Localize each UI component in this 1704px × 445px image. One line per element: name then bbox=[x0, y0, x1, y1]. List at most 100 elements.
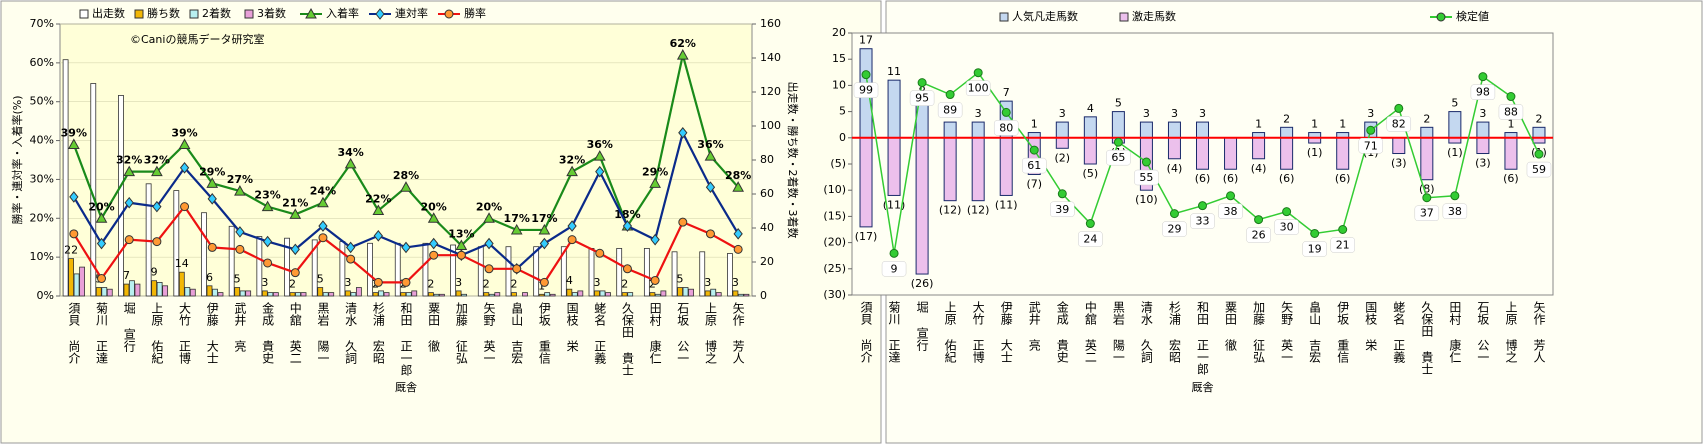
y-tick-label: 20% bbox=[30, 211, 54, 224]
bar bbox=[405, 292, 412, 297]
bar bbox=[488, 293, 495, 297]
label-box bbox=[1526, 161, 1552, 178]
marker bbox=[1141, 157, 1151, 167]
bar bbox=[621, 292, 628, 297]
marker bbox=[290, 243, 300, 256]
x-tick-label: 須貝 尚介 bbox=[67, 302, 81, 364]
x-tick-label: 田村 康仁 bbox=[648, 302, 662, 364]
y2-tick-label: 40 bbox=[760, 221, 774, 234]
bar bbox=[1224, 137, 1238, 170]
bar bbox=[450, 244, 457, 297]
bar bbox=[428, 292, 434, 297]
x-tick-label: 清水 久詞 bbox=[1139, 301, 1153, 363]
x-tick-label: 武井 亮 bbox=[233, 302, 247, 352]
x-tick-label: 久保田 貴士 bbox=[620, 302, 634, 376]
y-tick-label: 10% bbox=[30, 250, 54, 263]
line-label: 29% bbox=[642, 165, 668, 178]
line-label: 34% bbox=[337, 146, 363, 159]
line-label: 89 bbox=[943, 104, 957, 117]
marker bbox=[207, 242, 217, 252]
x-tick-label: 矢野 英一 bbox=[482, 302, 496, 364]
bar-label: 3 bbox=[344, 276, 351, 289]
line-label: 95 bbox=[915, 92, 929, 105]
bar bbox=[228, 225, 235, 297]
marker bbox=[1001, 107, 1011, 117]
marker bbox=[401, 277, 411, 287]
marker bbox=[151, 165, 163, 177]
marker bbox=[484, 237, 494, 250]
label-box bbox=[1470, 84, 1496, 100]
x-tick-label: 上原 博之 bbox=[1504, 301, 1518, 363]
x-tick-label: 矢作 芳人 bbox=[731, 302, 745, 364]
bar-label: 7 bbox=[1003, 86, 1010, 99]
x-tick-label: 杉浦 宏昭 bbox=[371, 302, 385, 364]
bar bbox=[1055, 137, 1069, 149]
x-axis-title: 厩舎 bbox=[395, 381, 417, 394]
label-box bbox=[1442, 203, 1468, 220]
bar bbox=[483, 292, 490, 297]
bar-label: (6) bbox=[1335, 172, 1351, 185]
x-tick-label: 金成 貴史 bbox=[261, 301, 275, 364]
bar bbox=[322, 292, 329, 297]
bar bbox=[1504, 137, 1518, 170]
marker bbox=[124, 235, 134, 245]
bar bbox=[566, 288, 573, 297]
line-label: 39% bbox=[171, 126, 197, 139]
bar-label: 1 bbox=[1339, 118, 1346, 131]
line-label: 17% bbox=[531, 212, 557, 225]
x-tick-label: 上原 博之 bbox=[703, 302, 717, 364]
marker bbox=[538, 223, 551, 235]
y-tick-label: 15 bbox=[832, 52, 846, 65]
y-tick-label: 5 bbox=[839, 105, 846, 118]
marker bbox=[69, 191, 79, 203]
marker bbox=[1029, 145, 1039, 155]
marker bbox=[1282, 207, 1292, 217]
x-tick-label: 武井 亮 bbox=[1027, 301, 1041, 351]
marker bbox=[861, 70, 871, 80]
y-tick-label: (30) bbox=[823, 288, 846, 301]
line-label: 24 bbox=[1083, 233, 1097, 246]
line-label: 33 bbox=[1196, 215, 1210, 228]
marker bbox=[373, 229, 383, 242]
line-label: 22% bbox=[365, 193, 391, 206]
bar bbox=[79, 266, 85, 297]
bar-label: (1) bbox=[1307, 146, 1323, 159]
bar-label: 5 bbox=[317, 273, 324, 286]
bar bbox=[1111, 111, 1125, 139]
bar-label: 22 bbox=[64, 244, 78, 257]
x-axis-title: 厩舎 bbox=[1192, 381, 1214, 394]
y-tick-label: (15) bbox=[823, 209, 846, 222]
marker bbox=[889, 248, 899, 258]
marker bbox=[678, 217, 688, 227]
bar bbox=[688, 288, 694, 297]
bar-label: 1 bbox=[1507, 118, 1514, 131]
bar bbox=[461, 293, 468, 297]
y2-tick-label: 60 bbox=[760, 187, 774, 200]
label-box bbox=[993, 120, 1019, 136]
line-label: 59 bbox=[1532, 163, 1546, 176]
bar bbox=[1083, 116, 1097, 139]
bar-label: 3 bbox=[732, 276, 739, 289]
bar bbox=[1167, 137, 1181, 160]
marker bbox=[705, 181, 716, 194]
marker bbox=[483, 212, 495, 223]
legend-label: 激走馬数 bbox=[1132, 9, 1176, 23]
x-tick-label: 菊川 正達 bbox=[95, 302, 109, 364]
bar bbox=[433, 293, 440, 297]
bar bbox=[710, 288, 717, 297]
marker bbox=[179, 161, 190, 174]
bar-label: 2 bbox=[1535, 112, 1542, 125]
bar-label: (3) bbox=[1391, 157, 1407, 170]
bar bbox=[156, 281, 163, 297]
x-tick-label: 金成 貴史 bbox=[1055, 300, 1069, 363]
bar-label: 8 bbox=[919, 81, 926, 94]
label-box bbox=[1330, 237, 1355, 253]
legend-swatch bbox=[244, 9, 254, 19]
bar bbox=[189, 288, 196, 297]
bar bbox=[971, 137, 985, 202]
label-box bbox=[1218, 203, 1243, 220]
bar bbox=[239, 290, 246, 297]
marker bbox=[676, 49, 689, 60]
bar bbox=[943, 121, 957, 139]
bar bbox=[511, 292, 517, 297]
